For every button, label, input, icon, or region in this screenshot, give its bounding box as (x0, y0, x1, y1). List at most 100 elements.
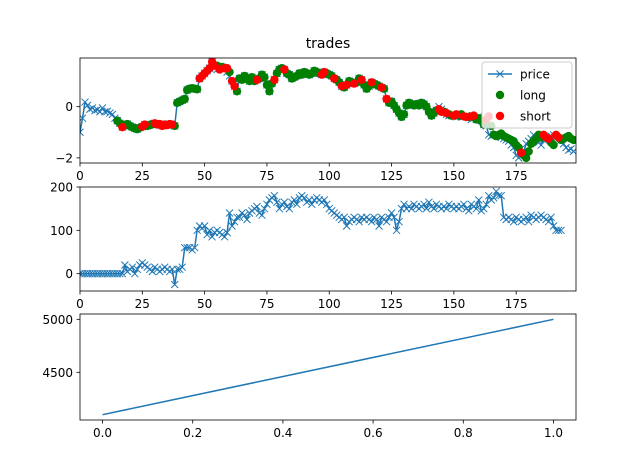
data-point (357, 75, 366, 84)
data-point (273, 198, 281, 207)
data-point (367, 78, 376, 87)
y-tick-label: 4500 (42, 366, 73, 380)
y-tick-label: 100 (50, 224, 73, 238)
legend-label: price (520, 68, 550, 82)
axes-frame (79, 186, 577, 292)
data-point (367, 217, 376, 226)
x-tick-label: 0 (76, 297, 84, 311)
data-point (180, 94, 189, 104)
data-point (128, 263, 137, 272)
y-tick-label: 5000 (42, 313, 73, 327)
data-point (387, 209, 396, 217)
x-tick-label: 0.0 (93, 426, 112, 440)
data-point (275, 204, 284, 213)
data-point (240, 211, 249, 220)
y-tick-label: 200 (50, 181, 73, 195)
data-point (292, 200, 301, 209)
data-point (524, 147, 533, 156)
data-point (400, 200, 408, 209)
x-tick-label: 50 (197, 297, 212, 311)
legend-item-long: long (495, 89, 546, 103)
data-point (430, 204, 438, 213)
data-point (320, 67, 329, 77)
data-point (382, 217, 391, 226)
data-point (342, 80, 351, 90)
data-point (290, 196, 299, 204)
data-point (270, 75, 279, 84)
legend-item-short: short (495, 110, 551, 124)
x-tick-label: 0.4 (273, 426, 292, 440)
data-point (452, 110, 461, 119)
x-tick-label: 0.6 (364, 426, 383, 440)
data-point (537, 141, 545, 149)
data-point (192, 85, 202, 94)
equity-plot: 0.0 0.2 0.4 0.6 0.8 1.0 4500 5000 (42, 313, 577, 440)
data-point (91, 106, 99, 115)
data-point (522, 213, 531, 222)
data-point (260, 204, 269, 213)
x-tick-label: 0.8 (454, 426, 473, 440)
data-point (83, 101, 92, 110)
x-tick-label: 100 (318, 169, 341, 183)
data-point (140, 120, 150, 129)
x-tick-label: 25 (135, 169, 150, 183)
data-point (130, 269, 139, 278)
data-point (222, 64, 232, 73)
data-point (178, 263, 187, 272)
data-point (252, 75, 262, 84)
series-short (118, 58, 563, 157)
x-tick-label: 150 (442, 169, 465, 183)
legend: price long short (481, 61, 573, 129)
data-point (168, 120, 177, 129)
x-tick-label: 0.2 (183, 426, 202, 440)
data-point (392, 226, 401, 235)
data-point (81, 98, 89, 106)
data-point (497, 191, 506, 200)
y-tick-label: −2 (55, 151, 73, 165)
legend-label: short (520, 110, 551, 124)
x-tick-label: 175 (505, 297, 528, 311)
data-point (208, 232, 216, 241)
data-point (349, 79, 359, 88)
data-point (98, 104, 107, 112)
data-point (263, 200, 271, 209)
data-point (399, 110, 409, 119)
data-point (118, 269, 127, 278)
x-tick-label: 1.0 (544, 426, 563, 440)
x-tick-label: 125 (380, 297, 403, 311)
legend-marker (495, 90, 505, 100)
data-point (260, 73, 269, 82)
data-point (203, 230, 211, 239)
data-point (569, 135, 576, 145)
data-point (285, 204, 294, 213)
data-point (557, 226, 565, 235)
data-point (80, 128, 84, 137)
data-point (225, 209, 234, 217)
data-point (472, 204, 481, 213)
x-tick-label: 75 (259, 297, 274, 311)
data-point (170, 280, 179, 289)
position-plot: 0 25 50 75 100 125 150 175 0 100 200 (50, 181, 577, 311)
data-point (407, 204, 416, 213)
data-point (375, 222, 383, 230)
x-tick-label: 100 (318, 297, 341, 311)
x-tick-label: 175 (505, 169, 528, 183)
data-point (516, 148, 526, 157)
series-position (80, 187, 565, 289)
data-point (133, 265, 142, 274)
data-point (307, 200, 316, 209)
y-tick-label: 0 (65, 267, 73, 281)
data-point (108, 110, 117, 119)
data-point (330, 74, 339, 83)
series-line-equity (102, 318, 554, 416)
data-point (395, 217, 403, 226)
data-point (554, 133, 563, 142)
data-point (190, 243, 199, 252)
data-point (372, 215, 381, 224)
data-point (469, 111, 479, 120)
legend-label: long (520, 89, 546, 103)
data-point (547, 213, 555, 222)
data-point (173, 265, 182, 274)
data-point (280, 198, 289, 207)
